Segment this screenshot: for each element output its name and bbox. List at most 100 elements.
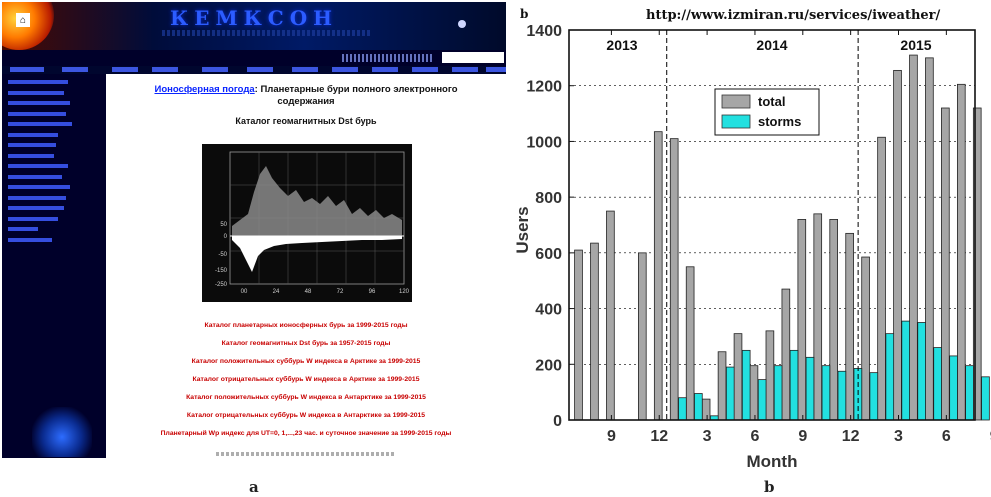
top-nav-item[interactable] [62, 67, 88, 72]
bar-storms [901, 320, 910, 421]
top-nav-item[interactable] [152, 67, 178, 72]
x-tick-label: 12 [650, 428, 668, 445]
sidebar-item[interactable] [8, 111, 66, 116]
plot-y-tick-label: -150 [215, 268, 228, 274]
bar-storms [757, 379, 767, 421]
sidebar-item[interactable] [8, 195, 66, 200]
bar-total [909, 54, 918, 421]
top-nav-item[interactable] [112, 67, 138, 72]
catalog-link[interactable]: Каталог геомагнитных Dst бурь за 1957-20… [221, 340, 391, 347]
catalog-link[interactable]: Каталог положительных суббурь W индекса … [191, 358, 421, 365]
plot-y-tick-label: -50 [218, 252, 227, 258]
sidebar-item[interactable] [8, 90, 64, 95]
bar-storms [821, 365, 831, 421]
bar-total [749, 365, 759, 421]
sidebar-item[interactable] [8, 132, 58, 137]
ionospheric-weather-link[interactable]: Ионосферная погода [154, 84, 255, 95]
top-nav-item[interactable] [452, 67, 478, 72]
bar-storms [917, 322, 926, 421]
sidebar-item[interactable] [8, 227, 38, 231]
catalog-link[interactable]: Планетарный Wp индекс для UT=0, 1,...,23… [160, 430, 452, 437]
year-label: 2014 [756, 37, 787, 53]
y-tick-label: 1400 [526, 23, 562, 40]
panel-b-caption: b [764, 478, 775, 496]
x-tick-label: 6 [942, 428, 951, 445]
top-nav-item[interactable] [247, 67, 273, 72]
y-tick-label: 1000 [526, 134, 562, 151]
top-nav-item[interactable] [372, 67, 398, 72]
footer-text [216, 452, 396, 456]
dst-storm-plot: 50 0 -50 -150 -250 00 24 48 72 96 120 [202, 144, 412, 302]
top-nav-item[interactable] [486, 67, 506, 72]
sidebar-item[interactable] [8, 206, 64, 210]
site-logo[interactable]: КЕМКСОН [170, 6, 339, 30]
bar-storms [789, 349, 799, 421]
chart-panel-letter: b [520, 7, 528, 21]
bar-total [972, 107, 982, 421]
bar-storms [725, 366, 735, 421]
y-tick-label: 200 [535, 357, 562, 374]
sidebar-item[interactable] [8, 122, 72, 126]
bar-total [797, 219, 807, 421]
search-label [342, 54, 432, 62]
sidebar-item[interactable] [8, 80, 68, 84]
main-content: Ионосферная погода: Планетарные бури пол… [106, 74, 506, 458]
bar-total [845, 232, 854, 421]
sidebar-item[interactable] [8, 237, 52, 242]
bar-storms [965, 365, 974, 421]
catalog-link[interactable]: Каталог отрицательных суббурь W индекса … [186, 412, 426, 419]
bar-total [669, 138, 679, 421]
year-labels: 2013 2014 2015 [606, 30, 932, 420]
plot-y-tick-label: 50 [220, 222, 227, 228]
sidebar-item[interactable] [8, 101, 70, 105]
sidebar-item[interactable] [8, 143, 56, 147]
bar-total [590, 242, 599, 421]
plot-x-tick-label: 00 [241, 289, 248, 295]
x-tick-label: 9 [798, 428, 807, 445]
top-nav-item[interactable] [202, 67, 228, 72]
x-axis-ticks: 9 12 3 6 9 12 3 6 9 [607, 30, 991, 445]
site-tagline [162, 30, 372, 36]
bar-total [733, 333, 743, 421]
y-tick-label: 800 [535, 190, 562, 207]
bar-total [861, 256, 870, 421]
catalog-link[interactable]: Каталог планетарных ионосферных бурь за … [204, 322, 408, 329]
top-nav-item[interactable] [332, 67, 358, 72]
bar-storms [805, 356, 815, 421]
y-axis-ticks: 0 200 400 600 800 1000 1200 1400 [526, 23, 574, 430]
sidebar-item[interactable] [8, 174, 62, 179]
bar-total [893, 69, 902, 421]
search-input[interactable] [442, 52, 504, 63]
bar-storms [773, 365, 783, 421]
sidebar-item[interactable] [8, 216, 58, 221]
bar-storms [741, 349, 751, 421]
plot-y-ticks: 50 0 -50 -150 -250 [215, 222, 228, 288]
sidebar-item[interactable] [8, 164, 68, 168]
page-title-rest: : Планетарные бури полного электронного … [254, 84, 458, 107]
bar-total [781, 288, 791, 421]
y-tick-label: 400 [535, 302, 562, 319]
plot-x-tick-label: 72 [337, 289, 344, 295]
sidebar-item[interactable] [8, 153, 54, 158]
dst-curve [232, 236, 402, 272]
top-nav-item[interactable] [292, 67, 318, 72]
chart-legend: total storms [714, 88, 820, 136]
top-nav-item[interactable] [412, 67, 438, 72]
catalog-link[interactable]: Каталог положительных суббурь W индекса … [186, 394, 426, 401]
year-label: 2015 [900, 37, 931, 53]
bar-total [574, 249, 583, 421]
x-tick-label: 3 [703, 428, 712, 445]
bar-total [813, 213, 823, 421]
bar-total [925, 57, 934, 421]
plot-x-ticks: 00 24 48 72 96 120 [241, 289, 410, 295]
home-icon[interactable]: ⌂ [16, 13, 30, 27]
plot-x-tick-label: 120 [399, 289, 410, 295]
catalog-link[interactable]: Каталог отрицательных суббурь W индекса … [192, 376, 420, 383]
earth-image [32, 407, 92, 457]
chart-url: http://www.izmiran.ru/services/iweather/ [646, 8, 941, 23]
legend-label-total: total [758, 94, 785, 109]
bar-total [637, 252, 647, 421]
top-nav-item[interactable] [10, 67, 44, 72]
sidebar-item[interactable] [8, 185, 70, 189]
bar-total [701, 398, 711, 421]
